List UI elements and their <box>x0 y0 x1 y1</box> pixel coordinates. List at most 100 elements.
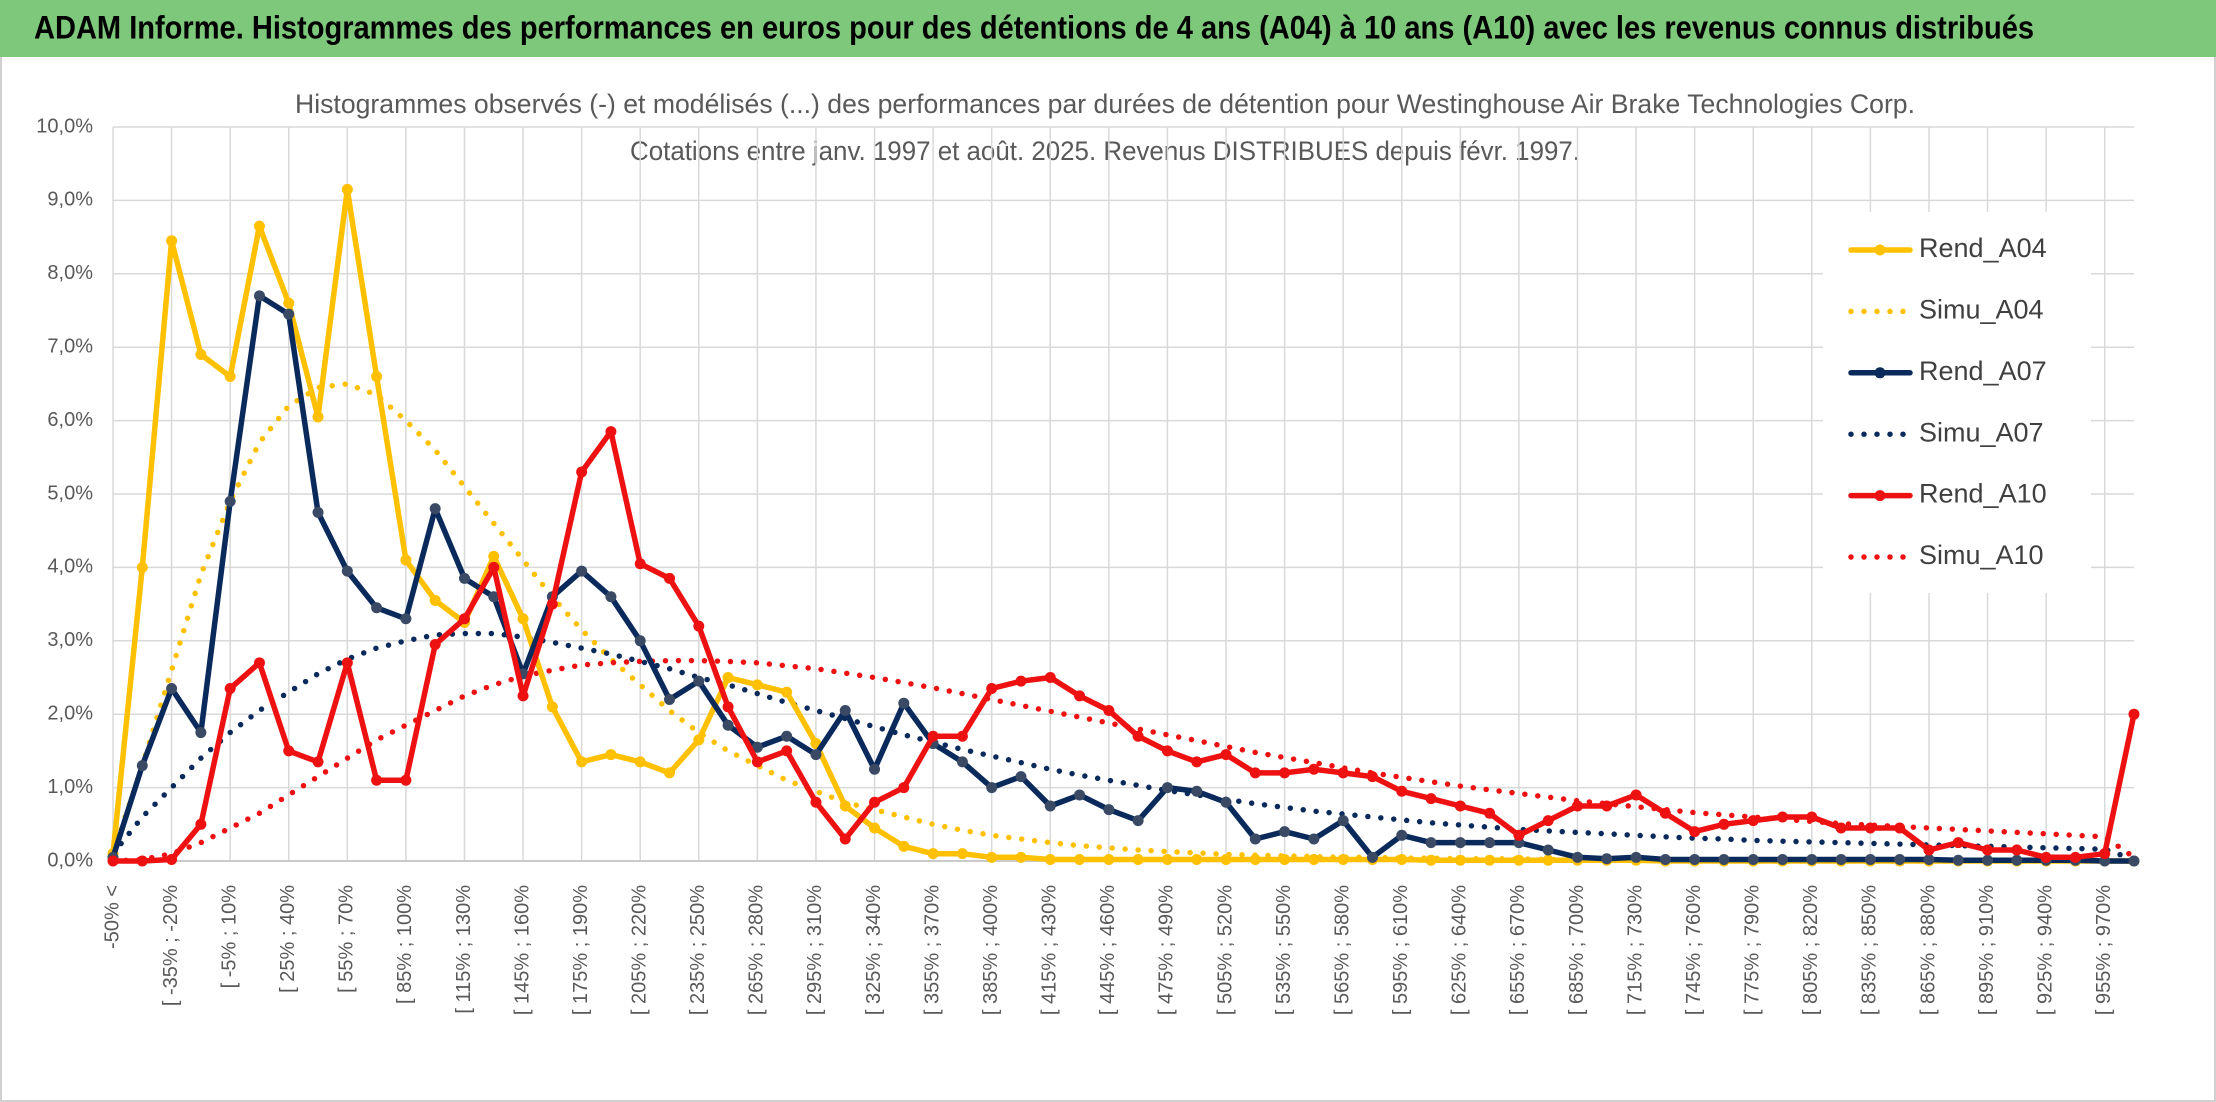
data-point <box>1366 771 1378 783</box>
data-point <box>1982 854 1994 866</box>
banner-title: ADAM Informe. Histogrammes des performan… <box>34 9 2034 45</box>
data-point <box>1132 730 1144 742</box>
data-point <box>429 594 441 606</box>
data-point <box>1044 800 1056 812</box>
legend-label: Simu_A07 <box>1919 417 2044 447</box>
data-point <box>224 371 236 383</box>
data-point <box>869 822 881 834</box>
data-point <box>722 719 734 731</box>
data-point <box>224 683 236 695</box>
data-point <box>1337 854 1349 866</box>
data-point <box>1835 822 1847 834</box>
x-tick-label: [ 805% ; 820% <box>1800 885 1822 1015</box>
data-point <box>1074 854 1086 866</box>
data-point <box>1074 789 1086 801</box>
data-point <box>195 818 207 830</box>
data-point <box>1747 815 1759 827</box>
data-point <box>1718 854 1730 866</box>
data-point <box>488 550 500 562</box>
x-tick-label: [ 145% ; 160% <box>511 885 533 1015</box>
data-point <box>2040 851 2052 863</box>
data-point <box>1952 837 1964 849</box>
data-point <box>1689 826 1701 838</box>
data-point <box>1132 815 1144 827</box>
data-point <box>1542 844 1554 856</box>
data-point <box>986 683 998 695</box>
data-point <box>1777 854 1789 866</box>
data-point <box>1923 854 1935 866</box>
legend-marker <box>1874 490 1886 502</box>
data-point <box>136 855 148 867</box>
data-point <box>429 638 441 650</box>
y-tick-label: 9,0% <box>47 189 93 211</box>
data-point <box>956 848 968 860</box>
data-point <box>810 796 822 808</box>
data-point <box>1396 829 1408 841</box>
data-point <box>136 760 148 772</box>
data-point <box>1513 854 1525 866</box>
data-point <box>1513 829 1525 841</box>
observed-line <box>110 428 2137 864</box>
data-point <box>1425 793 1437 805</box>
data-point <box>898 697 910 709</box>
simulated-line <box>110 381 2137 864</box>
data-point <box>400 613 412 625</box>
data-point <box>1689 854 1701 866</box>
data-point <box>1103 705 1115 717</box>
data-point <box>1161 782 1173 794</box>
data-point <box>634 756 646 768</box>
data-point <box>1220 749 1232 761</box>
x-tick-label: [ 505% ; 520% <box>1214 885 1236 1015</box>
data-point <box>1454 800 1466 812</box>
x-tick-label: [ -35% ; -20% <box>160 885 182 1006</box>
data-point <box>1601 800 1613 812</box>
data-point <box>1337 767 1349 779</box>
data-point <box>1425 837 1437 849</box>
data-point <box>341 565 353 577</box>
y-tick-label: 8,0% <box>47 262 93 284</box>
data-point <box>312 756 324 768</box>
x-tick-label: [ 715% ; 730% <box>1624 885 1646 1015</box>
x-tick-label: [ 655% ; 670% <box>1507 885 1529 1015</box>
data-point <box>576 565 588 577</box>
data-point <box>1777 811 1789 823</box>
data-point <box>1571 851 1583 863</box>
x-tick-label: [ 415% ; 430% <box>1039 885 1061 1015</box>
x-tick-label: [ 565% ; 580% <box>1331 885 1353 1015</box>
data-point <box>1015 851 1027 863</box>
data-point <box>371 602 383 614</box>
legend-label: Simu_A04 <box>1919 295 2044 325</box>
data-point <box>1484 854 1496 866</box>
y-tick-label: 5,0% <box>47 482 93 504</box>
x-tick-label: [ 355% ; 370% <box>921 885 943 1015</box>
data-point <box>751 741 763 753</box>
data-point <box>166 235 178 247</box>
x-tick-label: [ 85% ; 100% <box>394 885 416 1004</box>
data-point <box>781 745 793 757</box>
data-point <box>956 730 968 742</box>
data-point <box>1923 844 1935 856</box>
data-point <box>195 727 207 739</box>
data-point <box>107 855 119 867</box>
x-tick-label: [ 265% ; 280% <box>746 885 768 1015</box>
legend-marker <box>1874 244 1886 256</box>
data-point <box>517 613 529 625</box>
y-tick-label: 6,0% <box>47 409 93 431</box>
data-point <box>2128 855 2140 867</box>
x-tick-label: [ -5% ; 10% <box>218 885 240 989</box>
y-tick-label: 4,0% <box>47 556 93 578</box>
y-tick-label: 10,0% <box>36 115 93 137</box>
data-point <box>1161 854 1173 866</box>
data-point <box>2011 854 2023 866</box>
legend-label: Rend_A07 <box>1919 356 2047 386</box>
data-point <box>253 220 265 232</box>
data-point <box>869 763 881 775</box>
data-point <box>1220 854 1232 866</box>
data-point <box>195 349 207 361</box>
data-point <box>1161 745 1173 757</box>
data-point <box>1249 767 1261 779</box>
x-tick-label: [ 25% ; 40% <box>277 885 299 993</box>
data-point <box>488 561 500 573</box>
data-point <box>722 672 734 683</box>
data-point <box>1308 833 1320 845</box>
